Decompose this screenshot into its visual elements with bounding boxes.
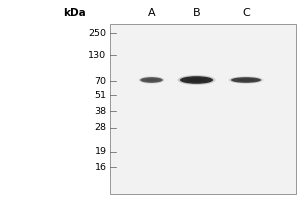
Text: C: C	[242, 8, 250, 18]
FancyBboxPatch shape	[110, 24, 296, 194]
Ellipse shape	[238, 79, 254, 81]
Text: 250: 250	[88, 28, 106, 38]
Ellipse shape	[145, 79, 158, 81]
Text: 28: 28	[94, 123, 106, 132]
Ellipse shape	[140, 77, 163, 83]
Text: 38: 38	[94, 106, 106, 116]
Ellipse shape	[229, 76, 263, 84]
Ellipse shape	[188, 78, 206, 82]
Text: kDa: kDa	[63, 8, 85, 18]
Ellipse shape	[231, 77, 261, 83]
Text: A: A	[148, 8, 155, 18]
Ellipse shape	[180, 76, 213, 84]
Ellipse shape	[139, 76, 164, 84]
Text: 16: 16	[94, 162, 106, 171]
Text: 70: 70	[94, 76, 106, 86]
Text: 51: 51	[94, 90, 106, 99]
Text: 19: 19	[94, 148, 106, 156]
Text: 130: 130	[88, 50, 106, 60]
Text: B: B	[193, 8, 200, 18]
Ellipse shape	[178, 75, 215, 85]
